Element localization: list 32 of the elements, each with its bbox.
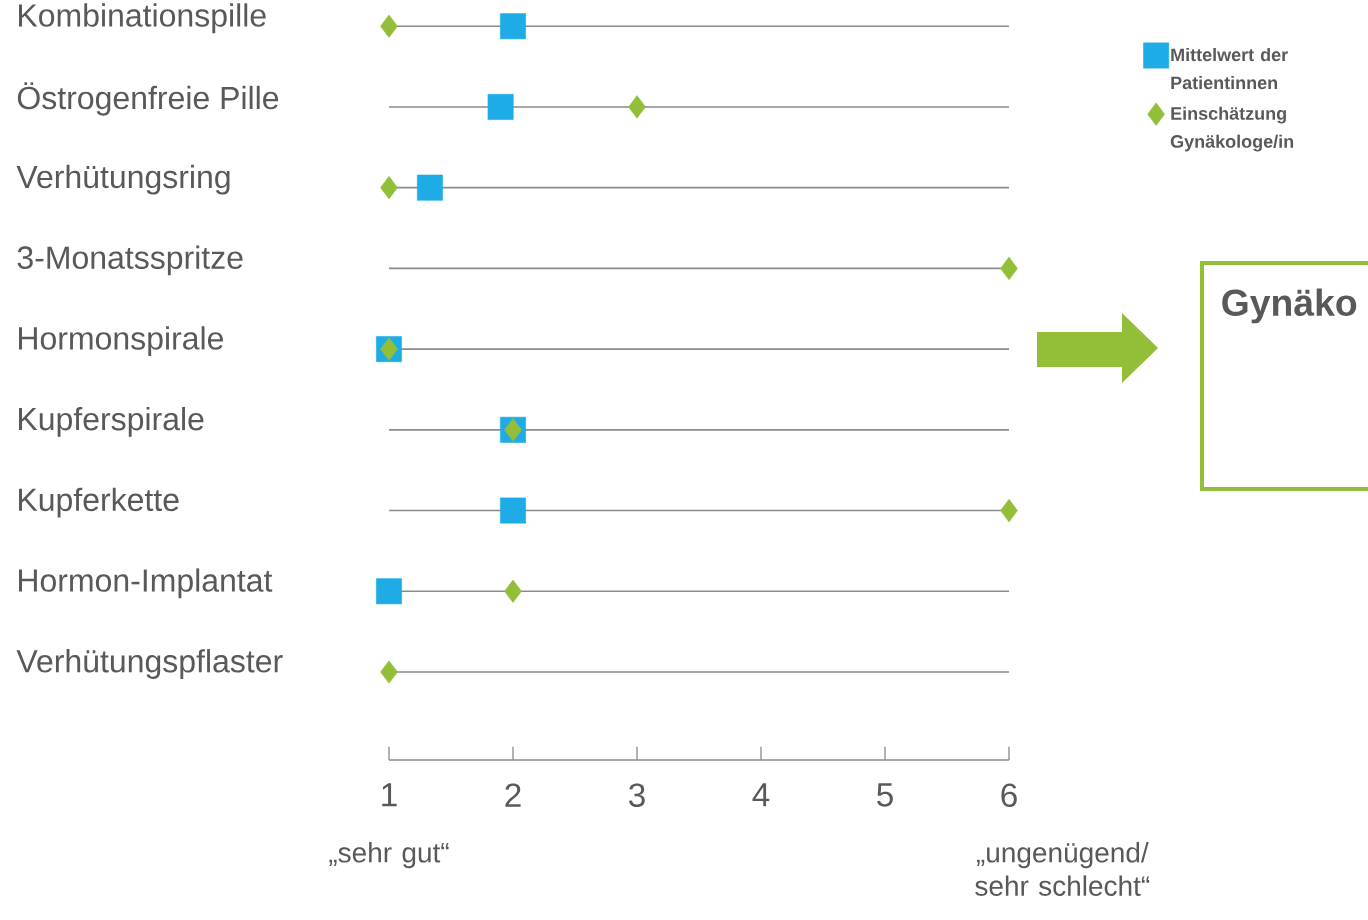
y-tick-label: Hormon-Implantat [19,568,273,599]
legend-label: Einschätzung Gynäkologe/in [1170,106,1294,152]
text: „ungenügend/ sehr schlecht“ [975,842,1150,896]
x-tick-label: 1 [382,783,397,807]
point [380,14,398,38]
point [487,94,514,120]
point [380,176,398,200]
legend-label: Mittelwert der Patientinnen [1171,47,1288,90]
point [504,579,522,603]
x-tick-label: 6 [1001,783,1017,807]
x-tick-label: 5 [877,783,893,807]
x-tick-label: 3 [629,783,645,807]
x-tick-label: 4 [752,783,770,807]
y-tick-label: Östrogenfreie Pille [17,82,279,116]
point [500,497,526,524]
y-tick-label: Hormonspirale [19,326,223,357]
y-tick-label: Kupferkette [19,487,179,518]
y-tick-label: Verhütungspflaster [16,649,283,679]
y-tick-label: Verhütungsring [16,164,230,195]
point [500,13,526,40]
point [416,174,443,201]
point [1000,256,1018,280]
y-tick-label: 3-Monatsspritze [17,245,243,276]
text: „sehr gut“ [329,842,449,869]
point [1000,498,1018,523]
y-tick-label: Kombinationspille [19,3,266,34]
point [376,578,402,605]
x-tick-label: 2 [505,783,521,807]
text: Gynäko [1222,288,1357,324]
y-tick-label: Kupferspirale [19,406,204,437]
point [628,95,646,119]
point [380,660,398,684]
